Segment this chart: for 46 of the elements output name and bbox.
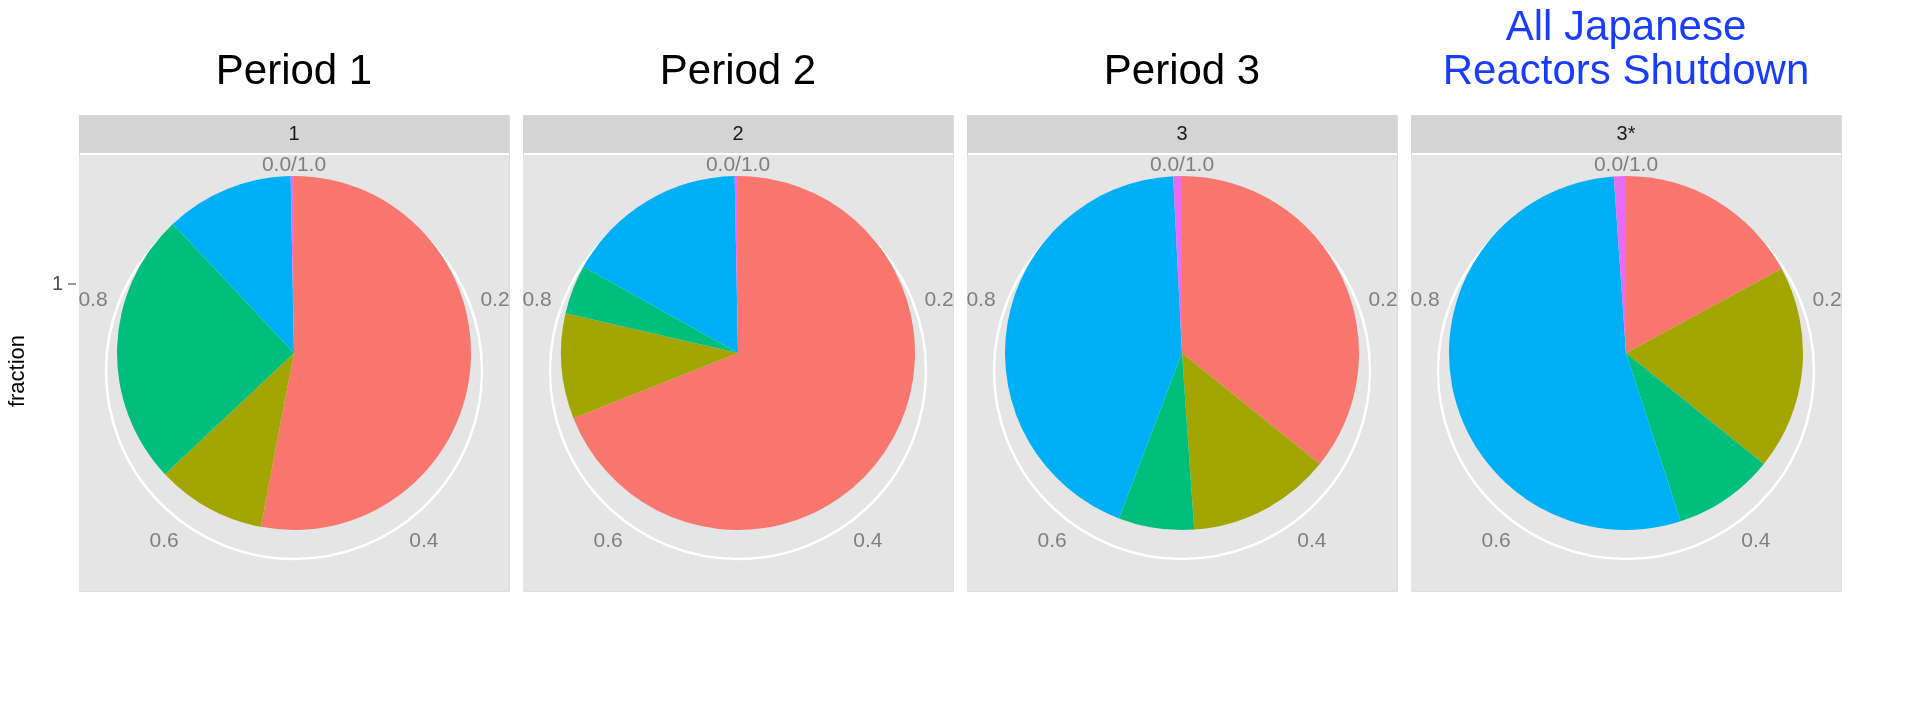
pie-slice	[1626, 176, 1782, 353]
text: 0.8	[966, 287, 996, 311]
text: 0.2	[480, 287, 510, 311]
pie-slice	[565, 266, 738, 353]
text: 0.4	[853, 527, 883, 551]
pie-slice	[1626, 268, 1803, 465]
text: 0.6	[1481, 527, 1511, 551]
text: 0.6	[1037, 527, 1067, 551]
text: 0.0/1.0	[261, 152, 327, 175]
pie-slice	[117, 223, 294, 475]
text: 1	[51, 272, 63, 294]
text: 0.0/1.0	[1149, 152, 1215, 175]
pie-slice	[1182, 176, 1359, 465]
pie-slice	[1182, 353, 1320, 530]
text: 0.4	[409, 527, 439, 551]
text: 0.2	[1812, 287, 1842, 311]
pie-slice	[260, 176, 471, 530]
text: 0.4	[1297, 527, 1327, 551]
text: 0.4	[1741, 527, 1771, 551]
pie-slice	[1118, 353, 1195, 530]
pie-slice	[164, 353, 294, 527]
text: 0.2	[1368, 287, 1398, 311]
text: 0.8	[522, 287, 552, 311]
pie-slice	[172, 176, 294, 353]
pie-slice	[583, 176, 738, 353]
pie-slice	[573, 176, 915, 530]
pie-slice	[1626, 353, 1764, 522]
chart-title: Period 3	[1103, 46, 1261, 93]
pie-slice	[561, 313, 738, 419]
chart-subtitle: 3*	[1616, 122, 1636, 144]
text: 0.6	[593, 527, 623, 551]
chart-subtitle: 3	[1176, 122, 1188, 144]
chart-subtitle: 1	[288, 122, 300, 144]
pie-slice	[1449, 176, 1681, 530]
text: 0.0/1.0	[705, 152, 771, 175]
pie-slice	[1005, 176, 1182, 519]
chart-title: Period 1	[215, 46, 373, 93]
chart-title: All Japanese Reactors Shutdown	[1442, 2, 1810, 93]
chart-title: Period 2	[659, 46, 817, 93]
text: 0.0/1.0	[1593, 152, 1659, 175]
text: 0.8	[1410, 287, 1440, 311]
chart-subtitle: 2	[732, 122, 744, 144]
text: 0.8	[78, 287, 108, 311]
text: 0.2	[924, 287, 954, 311]
text: 0.6	[149, 527, 179, 551]
text: fraction	[4, 334, 29, 408]
